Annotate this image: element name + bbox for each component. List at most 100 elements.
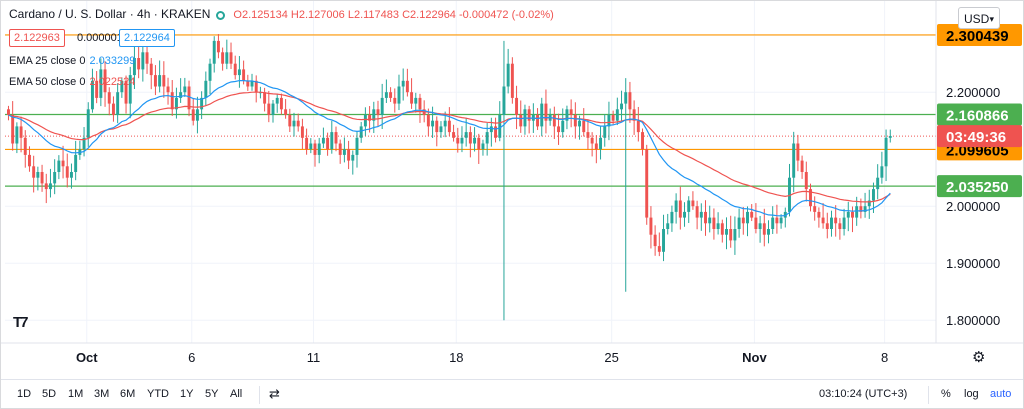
candle-body[interactable]	[69, 172, 73, 178]
range-3m[interactable]: 3M	[94, 388, 110, 400]
candle-body[interactable]	[36, 172, 40, 178]
candle-body[interactable]	[552, 115, 556, 127]
candle-body[interactable]	[317, 143, 321, 155]
candle-body[interactable]	[200, 97, 204, 110]
candle-body[interactable]	[103, 69, 107, 93]
range-1d[interactable]: 1D	[17, 388, 32, 400]
candle-body[interactable]	[628, 92, 632, 110]
candle-body[interactable]	[775, 217, 779, 224]
candle-body[interactable]	[649, 217, 653, 235]
candle-body[interactable]	[292, 120, 296, 127]
candle-body[interactable]	[347, 149, 351, 161]
candle-body[interactable]	[783, 211, 787, 218]
candle-body[interactable]	[494, 126, 498, 138]
candle-body[interactable]	[573, 115, 577, 127]
sell-button[interactable]: 2.122963	[9, 29, 65, 47]
candle-body[interactable]	[187, 86, 191, 110]
candle-body[interactable]	[372, 109, 376, 121]
candle-body[interactable]	[116, 92, 120, 115]
candle-body[interactable]	[485, 132, 489, 144]
candle-body[interactable]	[128, 75, 132, 104]
candle-body[interactable]	[804, 172, 808, 190]
candle-body[interactable]	[540, 103, 544, 127]
candle-body[interactable]	[237, 69, 241, 76]
candle-body[interactable]	[708, 217, 712, 224]
candle-body[interactable]	[792, 143, 796, 178]
candle-body[interactable]	[426, 115, 430, 127]
candle-body[interactable]	[515, 97, 519, 115]
candle-body[interactable]	[876, 177, 880, 190]
candle-body[interactable]	[569, 109, 573, 115]
candle-body[interactable]	[410, 92, 414, 104]
candle-body[interactable]	[296, 120, 300, 127]
candle-body[interactable]	[657, 246, 661, 252]
candle-body[interactable]	[229, 52, 233, 64]
candle-body[interactable]	[846, 211, 850, 218]
candle-body[interactable]	[32, 166, 36, 178]
candle-body[interactable]	[153, 75, 157, 87]
candle-body[interactable]	[821, 217, 825, 224]
candle-body[interactable]	[19, 126, 23, 138]
candle-body[interactable]	[242, 69, 246, 81]
candle-body[interactable]	[460, 137, 464, 144]
candle-body[interactable]	[284, 109, 288, 115]
candle-body[interactable]	[334, 132, 338, 144]
candle-body[interactable]	[418, 97, 422, 110]
candle-body[interactable]	[561, 120, 565, 133]
candle-body[interactable]	[741, 217, 745, 224]
candle-body[interactable]	[544, 103, 548, 121]
candle-body[interactable]	[704, 211, 707, 224]
candle-body[interactable]	[615, 109, 619, 121]
range-5d[interactable]: 5D	[42, 388, 57, 400]
candle-body[interactable]	[788, 177, 791, 212]
candle-body[interactable]	[263, 92, 267, 104]
candle-body[interactable]	[271, 103, 275, 115]
candle-body[interactable]	[699, 211, 703, 218]
candle-body[interactable]	[687, 200, 691, 212]
candle-body[interactable]	[452, 132, 456, 138]
clock-readout[interactable]: 03:10:24 (UTC+3)	[819, 388, 908, 400]
candle-body[interactable]	[351, 154, 355, 161]
candle-body[interactable]	[754, 217, 758, 229]
candle-body[interactable]	[506, 63, 510, 87]
candle-body[interactable]	[716, 223, 720, 229]
candle-body[interactable]	[74, 154, 78, 172]
candle-body[interactable]	[267, 103, 271, 115]
candle-body[interactable]	[149, 63, 153, 76]
candle-body[interactable]	[254, 80, 258, 93]
currency-selector[interactable]: USD ▾	[958, 7, 1000, 29]
candle-body[interactable]	[11, 115, 15, 144]
candle-body[interactable]	[489, 126, 493, 133]
candle-body[interactable]	[767, 229, 770, 235]
candle-body[interactable]	[183, 86, 187, 93]
candle-body[interactable]	[279, 97, 283, 110]
candle-body[interactable]	[888, 136, 892, 138]
candle-body[interactable]	[771, 217, 775, 229]
candle-body[interactable]	[141, 52, 145, 70]
candle-body[interactable]	[678, 200, 682, 218]
candle-body[interactable]	[435, 120, 439, 133]
log-scale-button[interactable]: log	[964, 388, 979, 400]
candle-body[interactable]	[586, 132, 590, 138]
candle-body[interactable]	[842, 217, 846, 229]
candle-body[interactable]	[107, 92, 111, 104]
candle-body[interactable]	[443, 120, 447, 127]
candle-body[interactable]	[607, 115, 611, 127]
candle-body[interactable]	[519, 115, 523, 127]
candle-body[interactable]	[225, 52, 229, 64]
candle-body[interactable]	[90, 80, 94, 110]
candle-body[interactable]	[162, 75, 166, 87]
candle-body[interactable]	[330, 132, 334, 150]
candle-body[interactable]	[359, 126, 363, 138]
candle-body[interactable]	[305, 137, 309, 150]
candle-body[interactable]	[468, 132, 472, 144]
gear-icon[interactable]: ⚙	[972, 349, 986, 366]
candle-body[interactable]	[662, 229, 665, 252]
candle-body[interactable]	[431, 120, 435, 127]
candle-body[interactable]	[326, 137, 330, 150]
candle-body[interactable]	[174, 97, 178, 110]
candle-body[interactable]	[300, 126, 304, 138]
candle-body[interactable]	[590, 137, 594, 144]
candle-body[interactable]	[7, 109, 10, 115]
candle-body[interactable]	[221, 52, 225, 64]
